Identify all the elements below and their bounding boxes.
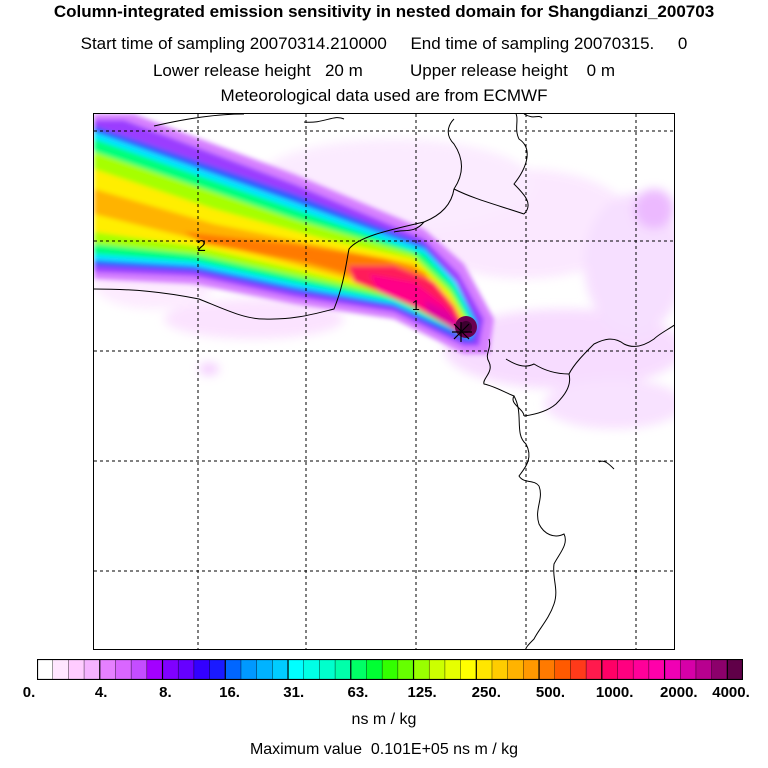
colorbar-segment (554, 659, 571, 680)
colorbar-segment (507, 659, 524, 680)
colorbar-tick-label: 4000. (712, 684, 750, 701)
colorbar-segment (366, 659, 383, 680)
colorbar-segment (444, 659, 462, 680)
colorbar-segment (601, 659, 618, 680)
colorbar-segment (397, 659, 415, 680)
colorbar-segment (680, 659, 697, 680)
colorbar-segment (664, 659, 681, 680)
colorbar-tick-label: 4. (94, 684, 108, 701)
colorbar-border (36, 658, 744, 681)
colorbar-segment (319, 659, 336, 680)
colorbar-segment (476, 659, 493, 680)
colorbar-tick-labels: 0. 4. 8. 16. 31. 63. 125. 250. 500. 1000. 2000. 400… (0, 684, 768, 704)
colorbar-segment (350, 659, 367, 680)
colorbar-segment (413, 659, 430, 680)
colorbar-units: ns m / kg (351, 711, 417, 728)
colorbar-segment (240, 659, 258, 680)
colorbar-segment (52, 659, 69, 680)
colorbar-tick-label: 0. (22, 684, 36, 701)
maximum-value-text: Maximum value 0.101E+05 ns m / kg (249, 741, 519, 758)
colorbar-segment (617, 659, 634, 680)
map-gridlines (94, 114, 674, 649)
colorbar-segment (209, 659, 226, 680)
colorbar-segment (335, 659, 352, 680)
colorbar-tick-label: 500. (535, 684, 566, 701)
colorbar-segment (256, 659, 273, 680)
sampling-time-line: Start time of sampling 20070314.210000 E… (80, 34, 688, 53)
colorbar-segment (303, 659, 320, 680)
colorbar-tick-label: 2000. (660, 684, 698, 701)
colorbar-segment (523, 659, 540, 680)
colorbar-segment (586, 659, 603, 680)
map-svg: 2 1 (94, 114, 674, 649)
station-star-icon (452, 322, 472, 342)
colorbar-segment (37, 659, 54, 680)
colorbar-segment (491, 659, 509, 680)
emission-sensitivity-plume (94, 114, 494, 354)
colorbar-segment (225, 659, 242, 680)
colorbar-tick-label: 31. (283, 684, 305, 701)
colorbar-segment (633, 659, 650, 680)
colorbar-segment (382, 659, 399, 680)
colorbar-segment (288, 659, 305, 680)
colorbar-segment (711, 659, 728, 680)
colorbar-segment (131, 659, 148, 680)
map-plot-area: 2 1 (93, 113, 675, 650)
colorbar-segment (193, 659, 211, 680)
met-data-line: Meteorological data used are from ECMWF (220, 86, 548, 105)
coastlines-and-borders (94, 114, 674, 649)
release-height-line: Lower release height 20 m Upper release … (152, 61, 616, 80)
map-label-2: 2 (197, 238, 206, 255)
colorbar-segment (570, 659, 587, 680)
colorbar-segment (460, 659, 477, 680)
colorbar-tick-label: 16. (219, 684, 240, 701)
colorbar-segment (727, 659, 744, 680)
colorbar-segment (162, 659, 179, 680)
colorbar-segment (695, 659, 713, 680)
colorbar-segment (539, 659, 556, 680)
colorbar-tick-label: 125. (407, 684, 437, 701)
colorbar-segment (429, 659, 446, 680)
colorbar-segment (272, 659, 289, 680)
colorbar-segment (178, 659, 195, 680)
colorbar-tick-label: 250. (471, 684, 501, 701)
plot-title: Column-integrated emission sensitivity i… (53, 2, 715, 21)
colorbar-segment (99, 659, 116, 680)
colorbar-tick-label: 1000. (595, 684, 634, 701)
colorbar-tick-label: 8. (159, 684, 172, 701)
map-label-1: 1 (412, 297, 420, 313)
colorbar-segment (146, 659, 164, 680)
colorbar-segment (84, 659, 101, 680)
colorbar-segment (115, 659, 132, 680)
colorbar-tick-label: 63. (347, 684, 369, 701)
colorbar-segment (68, 659, 85, 680)
colorbar (36, 658, 744, 681)
colorbar-svg (36, 658, 744, 681)
colorbar-segment (648, 659, 666, 680)
